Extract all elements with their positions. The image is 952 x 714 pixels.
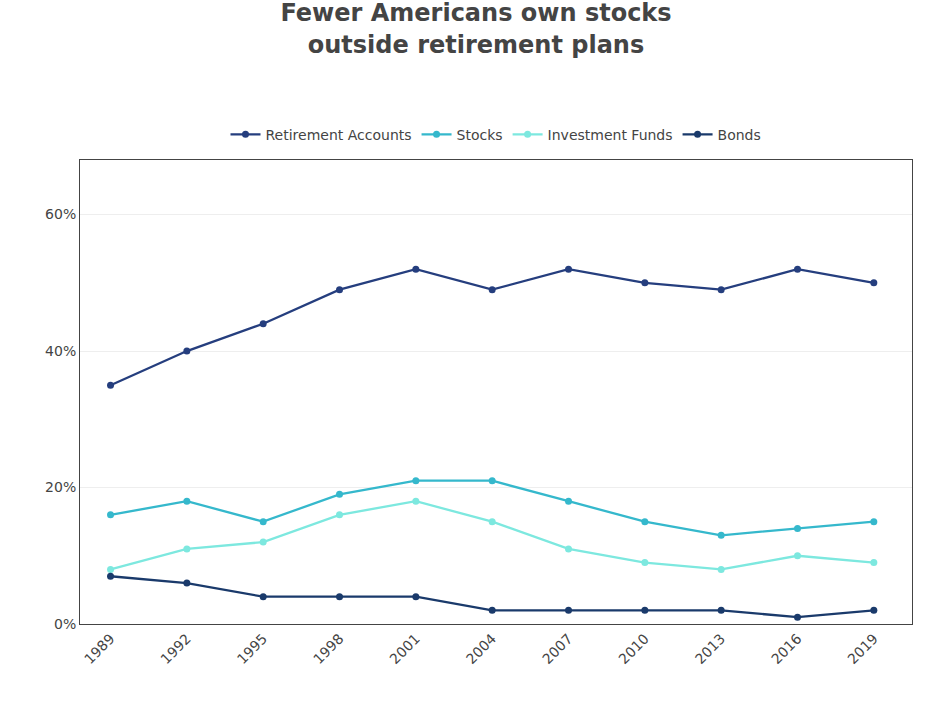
svg-text:Retirement Accounts: Retirement Accounts [266, 127, 412, 143]
svg-text:1989: 1989 [81, 631, 118, 668]
svg-text:1995: 1995 [234, 631, 271, 668]
svg-text:1998: 1998 [310, 631, 347, 668]
svg-text:2007: 2007 [539, 631, 576, 668]
svg-text:0%: 0% [54, 616, 76, 632]
svg-text:2010: 2010 [615, 631, 652, 668]
svg-text:Fewer Americans own stocksouts: Fewer Americans own stocksoutside retire… [280, 0, 671, 59]
svg-text:2001: 2001 [386, 631, 423, 668]
svg-text:2019: 2019 [844, 631, 881, 668]
svg-text:2004: 2004 [463, 631, 500, 668]
svg-text:20%: 20% [45, 479, 76, 495]
svg-text:Stocks: Stocks [457, 127, 503, 143]
svg-text:1992: 1992 [157, 631, 194, 668]
svg-text:2016: 2016 [768, 631, 805, 668]
svg-text:Bonds: Bonds [718, 127, 761, 143]
svg-text:60%: 60% [45, 206, 76, 222]
svg-text:40%: 40% [45, 343, 76, 359]
svg-text:2013: 2013 [692, 631, 729, 668]
svg-text:Investment Funds: Investment Funds [548, 127, 673, 143]
